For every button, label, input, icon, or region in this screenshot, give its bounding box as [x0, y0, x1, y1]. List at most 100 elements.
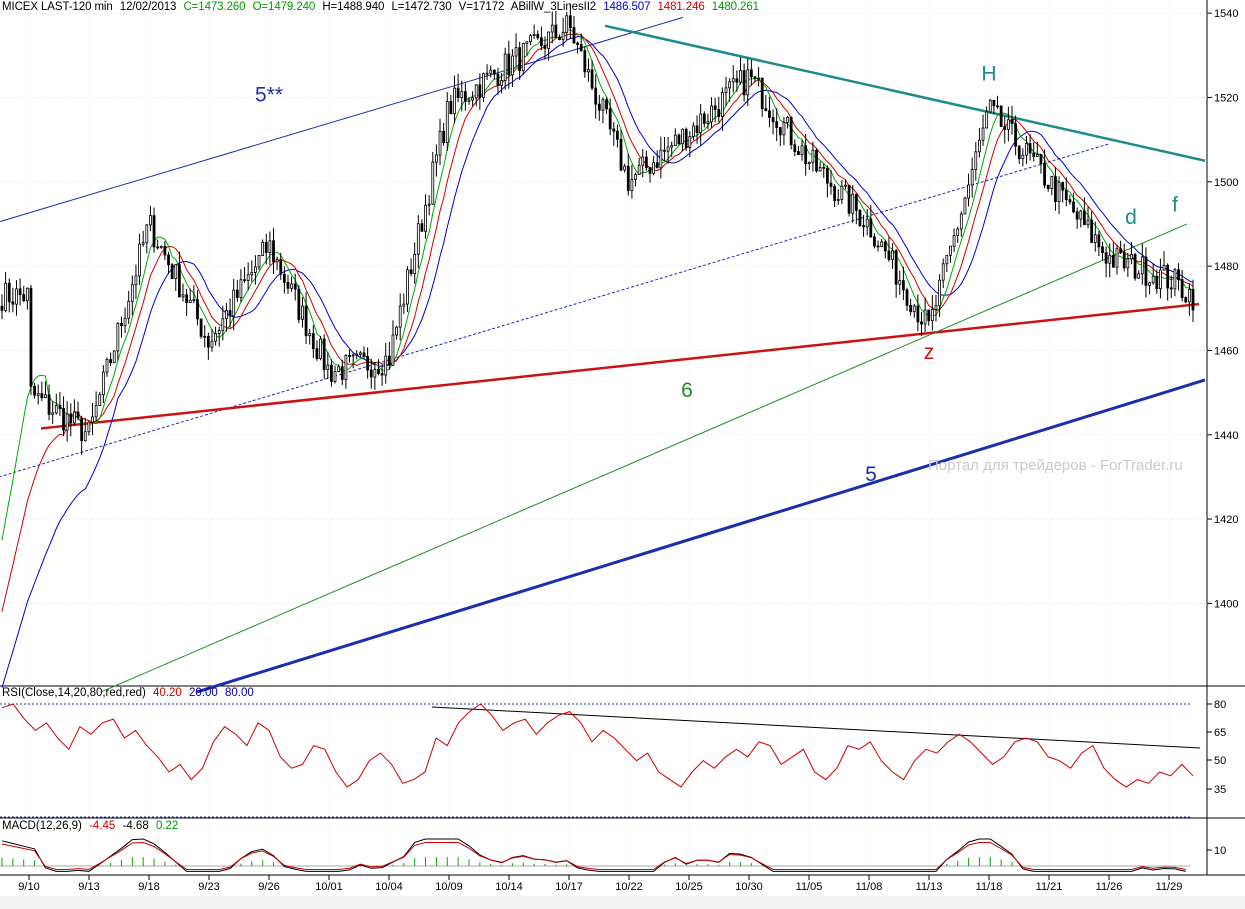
date-tick-label: 10/22: [615, 881, 643, 893]
candle-body: [536, 34, 540, 39]
candle-body: [1122, 251, 1126, 269]
candle-body: [232, 289, 236, 317]
candle-body: [959, 213, 963, 230]
candle-body: [587, 69, 590, 73]
candle-body: [923, 309, 927, 325]
candle-body: [369, 369, 373, 378]
candle-body: [873, 236, 876, 247]
candle-body: [116, 323, 120, 352]
candle-body: [952, 235, 956, 247]
candle-body: [525, 41, 529, 44]
date-tick-label: 10/17: [555, 881, 583, 893]
candle-body: [373, 368, 377, 378]
candle-body: [970, 169, 974, 186]
candle-body: [286, 282, 290, 289]
candle-body: [94, 405, 98, 418]
macd-line: [1, 838, 1186, 872]
candle-body: [681, 128, 684, 145]
candle-body: [1006, 119, 1010, 130]
candle-body: [663, 149, 666, 152]
candle-body: [453, 87, 456, 115]
candle-body: [529, 35, 532, 43]
candle-body: [844, 184, 847, 187]
candle-body: [264, 241, 268, 253]
candle-body: [243, 279, 246, 282]
candle-body: [308, 333, 312, 337]
candle-body: [891, 250, 894, 260]
date-tick-label: 9/23: [198, 881, 219, 893]
candle-body: [337, 366, 341, 372]
candle-body: [1191, 288, 1195, 311]
price-tick-label: 1500: [1214, 177, 1238, 189]
rsi-header: RSI(Close,14,20,80,red,red) 40.20 20.00 …: [2, 687, 258, 699]
date-tick-label: 11/29: [1156, 881, 1183, 893]
candle-body: [786, 117, 789, 123]
candle-body: [1003, 126, 1007, 130]
candle-body: [130, 284, 134, 302]
candle-body: [322, 338, 326, 371]
candle-body: [4, 282, 8, 311]
candle-body: [134, 275, 138, 286]
candle-body: [619, 138, 623, 171]
candle-body: [366, 356, 370, 371]
candle-body: [930, 308, 934, 322]
candle-body: [590, 69, 594, 89]
candle-body: [616, 130, 619, 140]
watermark: Портал для трейдеров - ForTrader.ru: [928, 457, 1183, 474]
candle-body: [949, 245, 952, 256]
candle-body: [532, 34, 536, 36]
candle-body: [735, 78, 739, 83]
candle-body: [1021, 154, 1025, 160]
candle-body: [138, 243, 141, 277]
candle-body: [398, 305, 402, 328]
candle-body: [1014, 123, 1018, 147]
candle-body: [1108, 254, 1112, 264]
candle-body: [996, 105, 999, 108]
candle-body: [362, 352, 366, 357]
candle-body: [1054, 176, 1057, 203]
candle-body: [181, 294, 185, 298]
wave-label-5starstar: 5**: [255, 84, 283, 107]
header-ma-green: 1480.261: [711, 1, 759, 13]
candle-body: [514, 47, 518, 57]
candle-body: [456, 87, 460, 98]
candle-body: [0, 305, 4, 311]
candle-body: [894, 250, 898, 285]
candle-body: [938, 279, 941, 307]
candle-body: [167, 254, 170, 266]
candle-body: [1017, 145, 1021, 160]
candle-body: [11, 301, 15, 305]
candle-body: [1083, 210, 1086, 226]
candle-body: [170, 264, 174, 279]
candle-body: [1173, 269, 1177, 290]
candle-body: [608, 108, 612, 130]
candle-body: [348, 355, 351, 357]
candle-body: [967, 184, 970, 199]
wave-label-5: 5: [865, 463, 877, 486]
candle-body: [261, 241, 265, 256]
candle-body: [199, 318, 203, 337]
candle-body: [239, 279, 243, 298]
candle-body: [1177, 269, 1180, 280]
candle-body: [254, 266, 257, 273]
header-high: H=1488.940: [322, 1, 385, 13]
candle-body: [836, 199, 840, 202]
date-tick-label: 10/09: [435, 881, 463, 893]
candle-body: [543, 45, 547, 49]
candle-body: [344, 355, 348, 380]
candle-body: [297, 288, 301, 320]
candle-body: [1162, 264, 1166, 271]
candle-body: [340, 366, 344, 380]
price-tick-label: 1540: [1214, 8, 1238, 20]
candle-body: [695, 125, 699, 134]
candle-body: [293, 283, 297, 290]
candle-body: [268, 240, 272, 253]
candle-body: [1137, 273, 1141, 279]
candle-body: [1039, 154, 1043, 165]
candle-body: [789, 117, 793, 146]
candle-body: [1046, 184, 1050, 189]
candle-body: [228, 310, 232, 317]
date-tick-label: 10/04: [375, 881, 403, 893]
candle-body: [840, 185, 844, 200]
